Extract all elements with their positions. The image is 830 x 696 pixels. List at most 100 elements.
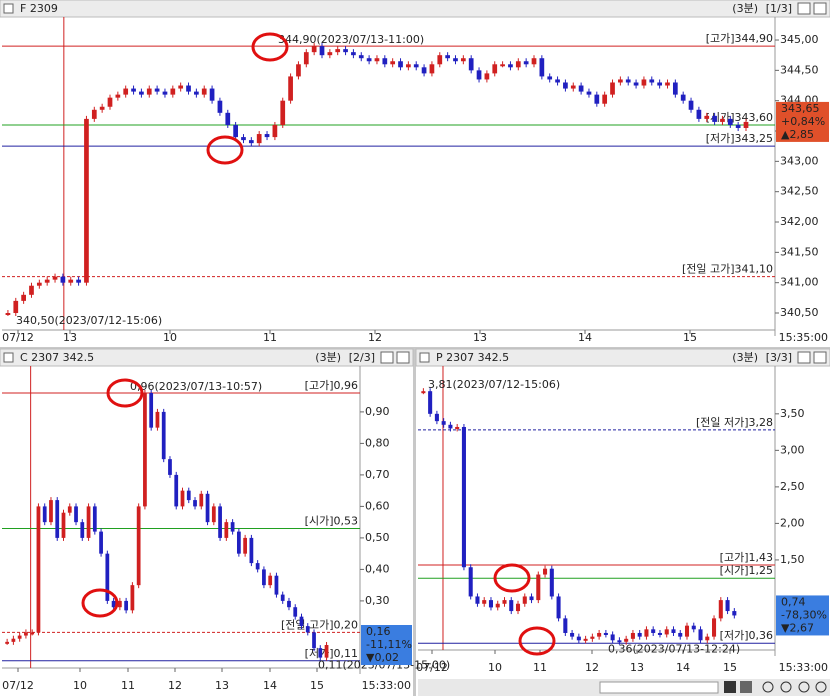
settings[interactable]: [815, 681, 827, 693]
level-label: [저가]0,36: [720, 629, 773, 642]
chart-panel: C 2307 342.5 (3분) [2/3] 0,30 0,40 0,50 0,60 0,7…: [0, 348, 450, 692]
candle: [303, 52, 309, 65]
level-label: [고가]1,43: [720, 551, 773, 564]
candle: [743, 121, 749, 128]
maximize-button[interactable]: [380, 351, 394, 364]
maximize-button[interactable]: [797, 2, 811, 15]
candle: [624, 638, 629, 642]
candle: [515, 61, 521, 68]
candle: [143, 392, 147, 507]
y-tick-label: 0,80: [365, 436, 390, 449]
candle: [299, 616, 304, 627]
x-tick-label: 11: [533, 661, 547, 674]
candle: [468, 58, 474, 71]
candle: [280, 100, 286, 125]
candle: [272, 124, 278, 138]
candle: [637, 632, 642, 637]
candle: [186, 85, 191, 92]
candle: [448, 424, 453, 429]
candle: [705, 636, 710, 641]
candle: [576, 636, 581, 641]
candle: [288, 76, 293, 101]
price-box-text: 343,65: [781, 102, 820, 115]
candle: [468, 567, 473, 597]
play-button[interactable]: [740, 681, 752, 693]
x-tick-label: 12: [168, 679, 182, 692]
y-tick-label: 0,70: [365, 468, 390, 481]
candle: [124, 600, 129, 611]
candle: [725, 600, 730, 612]
y-tick-label: 341,50: [780, 245, 819, 258]
close-button[interactable]: [813, 351, 827, 364]
y-tick-label: 0,60: [365, 499, 390, 512]
zoom-reset[interactable]: [798, 681, 810, 693]
candle: [61, 512, 66, 538]
x-tick-label: 15: [310, 679, 324, 692]
price-box-text: ▼0,02: [366, 651, 399, 664]
y-tick-label: 342,00: [780, 215, 819, 228]
candle: [230, 522, 235, 532]
candle: [429, 64, 435, 74]
y-tick-label: 1,50: [780, 553, 805, 566]
candle: [111, 600, 116, 608]
zoom-in[interactable]: [762, 681, 774, 693]
candle: [327, 52, 333, 56]
panel-checkbox[interactable]: [3, 3, 14, 14]
maximize-button[interactable]: [797, 351, 811, 364]
candle: [268, 575, 273, 586]
x-tick-label: 15: [683, 331, 697, 344]
candle: [99, 106, 105, 110]
panel-checkbox[interactable]: [419, 352, 430, 363]
candle: [630, 632, 635, 639]
y-tick-label: 3,50: [780, 407, 805, 420]
candle: [161, 411, 166, 460]
candle: [24, 632, 28, 636]
highlight-circle: [493, 563, 531, 593]
page-label: [2/3]: [349, 351, 375, 364]
candle: [233, 124, 238, 138]
candle: [382, 58, 388, 65]
candle: [720, 118, 725, 122]
candle: [492, 64, 498, 74]
candle: [735, 124, 741, 128]
y-tick-label: 344,50: [780, 63, 819, 76]
price-box-text: 0,74: [781, 595, 806, 608]
candle: [413, 64, 419, 68]
scroll-thumb[interactable]: [599, 681, 719, 694]
highlight-circle: [251, 32, 289, 62]
candle: [5, 313, 11, 316]
candle: [49, 500, 53, 523]
x-tick-label: 07/12: [416, 661, 448, 674]
candle: [495, 603, 500, 608]
candle: [218, 506, 222, 538]
candle: [55, 500, 60, 538]
candle: [255, 563, 260, 570]
candle: [60, 276, 66, 283]
candle: [502, 600, 507, 604]
period-label: (3분): [732, 2, 758, 15]
candle: [398, 61, 403, 68]
close-button[interactable]: [813, 2, 827, 15]
y-tick-label: 0,40: [365, 562, 390, 575]
extreme-annotation: 344,90(2023/07/13-11:00): [278, 33, 424, 46]
stop-button[interactable]: [724, 681, 736, 693]
panel-checkbox[interactable]: [3, 352, 14, 363]
candle: [594, 94, 600, 104]
candle: [241, 137, 246, 141]
candle: [319, 46, 325, 56]
zoom-out[interactable]: [780, 681, 792, 693]
price-box-text: ▼2,67: [781, 621, 814, 634]
x-tick-label: 12: [368, 331, 382, 344]
panel-title: C 2307 342.5: [20, 351, 94, 364]
candle: [712, 115, 717, 122]
close-button[interactable]: [396, 351, 410, 364]
candle: [201, 88, 207, 95]
candle: [123, 88, 129, 95]
scroll-controls[interactable]: [418, 679, 830, 696]
candle: [680, 94, 686, 101]
y-tick-label: 3,00: [780, 443, 805, 456]
candle: [563, 82, 568, 89]
candle: [509, 600, 514, 612]
candle: [76, 279, 81, 283]
candle: [13, 300, 19, 314]
